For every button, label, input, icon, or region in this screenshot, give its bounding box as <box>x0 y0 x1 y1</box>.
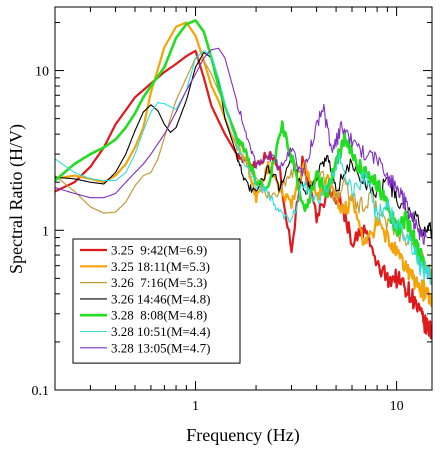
legend-box <box>72 238 241 364</box>
x-tick-label: 10 <box>390 399 404 414</box>
legend-entry: 3.26 14:46(M=4.8) <box>111 291 210 306</box>
legend-entry: 3.25 18:11(M=5.3) <box>111 259 210 274</box>
legend-entry: 3.28 8:08(M=4.8) <box>111 308 207 323</box>
legend-entry: 3.26 7:16(M=5.3) <box>111 275 207 290</box>
y-tick-label: 10 <box>35 65 49 80</box>
y-tick-label: 0.1 <box>32 384 50 399</box>
series-line-6 <box>55 50 432 285</box>
y-axis-title: Spectral Ratio (H/V) <box>6 124 27 274</box>
series-line-5 <box>55 19 428 274</box>
y-tick-label: 1 <box>42 224 49 239</box>
legend-entry: 3.28 13:05(M=4.7) <box>111 340 210 355</box>
series-line-4 <box>55 51 432 240</box>
legend: 3.25 9:42(M=6.9)3.25 18:11(M=5.3)3.26 7:… <box>72 238 241 364</box>
series-line-1 <box>55 49 432 340</box>
legend-entry: 3.25 9:42(M=6.9) <box>111 243 207 258</box>
series-line-7 <box>55 47 427 245</box>
x-axis-title: Frequency (Hz) <box>186 425 299 446</box>
legend-entry: 3.28 10:51(M=4.4) <box>111 324 210 339</box>
series-line-2 <box>55 21 432 308</box>
series-layer <box>55 19 432 340</box>
tick-layer: 1 10 0.1 1 10 <box>32 7 432 414</box>
x-tick-label: 1 <box>192 399 199 414</box>
plot-frame <box>54 6 433 391</box>
